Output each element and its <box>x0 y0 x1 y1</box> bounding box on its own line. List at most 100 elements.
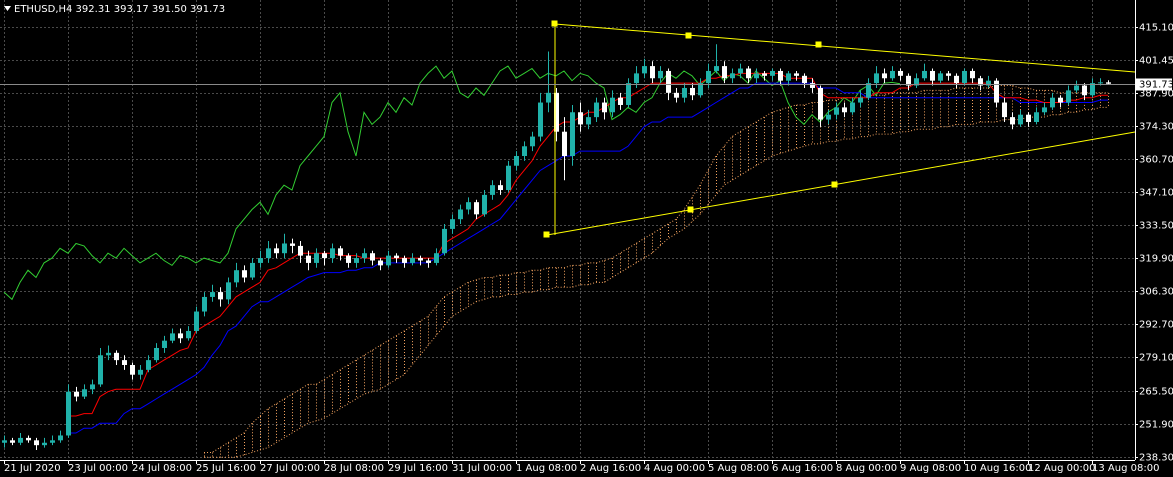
candle-body <box>330 248 335 259</box>
candle-body <box>362 253 367 259</box>
y-tick-label: 333.50 <box>1139 221 1173 232</box>
candle-body <box>714 66 719 71</box>
price-label-box <box>1136 78 1172 91</box>
candle-body <box>578 112 583 125</box>
candle-body <box>354 258 359 263</box>
candle-body <box>106 352 111 356</box>
candle-body <box>394 255 399 259</box>
candle-body <box>466 202 471 210</box>
candle-body <box>290 243 295 246</box>
x-tick-label: 31 Jul 00:00 <box>452 463 512 474</box>
x-tick-label: 13 Aug 08:00 <box>1092 463 1159 474</box>
candle-body <box>378 260 383 266</box>
candle-body <box>170 333 175 341</box>
trendlines <box>543 20 1136 238</box>
candle-body <box>26 437 31 441</box>
chikou-span <box>3 65 901 301</box>
candle-body <box>946 73 951 76</box>
x-tick-label: 25 Jul 16:00 <box>196 463 256 474</box>
candle-body <box>218 292 223 300</box>
candle-body <box>58 435 63 441</box>
candle-body <box>458 209 463 220</box>
candle-body <box>154 347 159 361</box>
x-tick-label: 8 Aug 00:00 <box>836 463 897 474</box>
candle-body <box>442 228 447 254</box>
y-tick-label: 238.30 <box>1139 453 1173 464</box>
candle-body <box>970 70 975 79</box>
y-tick-label: 387.90 <box>1139 89 1173 100</box>
candle-body <box>874 73 879 84</box>
candle-body <box>594 102 599 118</box>
candle-body <box>178 333 183 339</box>
candle-body <box>266 248 271 259</box>
candle-body <box>2 440 7 443</box>
candle-body <box>826 114 831 120</box>
trendline-lower <box>546 131 1136 236</box>
candle-body <box>834 107 839 115</box>
candle-body <box>906 75 911 86</box>
candle-body <box>786 73 791 81</box>
candle-body <box>674 92 679 98</box>
y-tick-label: 265.50 <box>1139 387 1173 398</box>
ichimoku-cloud <box>204 85 1109 458</box>
candle-body <box>610 97 615 113</box>
candle-body <box>130 364 135 375</box>
anchor <box>551 20 558 27</box>
candle-body <box>482 194 487 215</box>
candle-body <box>1018 114 1023 125</box>
candle-body <box>1106 82 1111 84</box>
y-tick-label: 279.10 <box>1139 353 1173 364</box>
candle-body <box>754 73 759 79</box>
candle-body <box>546 92 551 103</box>
y-tick-label: 251.90 <box>1139 420 1173 431</box>
candle-body <box>114 352 119 361</box>
candle-body <box>842 107 847 113</box>
y-tick-label: 360.70 <box>1139 155 1173 166</box>
candle-body <box>50 440 55 443</box>
candle-body <box>66 391 71 436</box>
candle-body <box>1058 97 1063 103</box>
x-tick-label: 1 Aug 08:00 <box>516 463 577 474</box>
candle-body <box>1074 85 1079 91</box>
candle-body <box>1082 85 1087 96</box>
candle-body <box>562 131 567 157</box>
candle-body <box>194 311 199 331</box>
candle-body <box>306 255 311 263</box>
x-tick-label: 5 Aug 08:00 <box>708 463 769 474</box>
x-tick-label: 10 Aug 16:00 <box>964 463 1031 474</box>
candle-body <box>186 330 191 339</box>
candle-body <box>954 75 959 84</box>
candle-body <box>506 165 511 191</box>
candle-body <box>1034 112 1039 122</box>
candle-body <box>922 70 927 79</box>
candle-body <box>618 97 623 105</box>
anchor <box>831 181 838 188</box>
candle-body <box>978 78 983 86</box>
x-tick-label: 6 Aug 16:00 <box>772 463 833 474</box>
y-tick-label: 306.30 <box>1139 287 1173 298</box>
candle-body <box>18 437 23 443</box>
candle-body <box>450 219 455 229</box>
menu-arrow[interactable] <box>4 6 11 11</box>
x-tick-label: 9 Aug 08:00 <box>900 463 961 474</box>
candle-body <box>1026 114 1031 122</box>
candle-body <box>226 282 231 300</box>
candle-body <box>146 360 151 370</box>
candle-body <box>346 255 351 263</box>
x-tick-label: 28 Jul 08:00 <box>324 463 384 474</box>
kijun-sen <box>68 82 1108 434</box>
candle-body <box>1098 82 1103 84</box>
candle-body <box>994 80 999 103</box>
candle-body <box>634 73 639 84</box>
x-tick-label: 21 Jul 2020 <box>4 463 61 474</box>
candle-body <box>706 70 711 84</box>
chart-header: ETHUSD,H4 392.31 393.17 391.50 391.73 <box>14 4 225 15</box>
y-tick-label: 292.70 <box>1139 320 1173 331</box>
candle-body <box>818 87 823 120</box>
candle-body <box>1090 83 1095 96</box>
candle-body <box>1066 90 1071 103</box>
candle-body <box>82 389 87 397</box>
x-tick-label: 2 Aug 16:00 <box>580 463 641 474</box>
y-tick-label: 319.90 <box>1139 254 1173 265</box>
